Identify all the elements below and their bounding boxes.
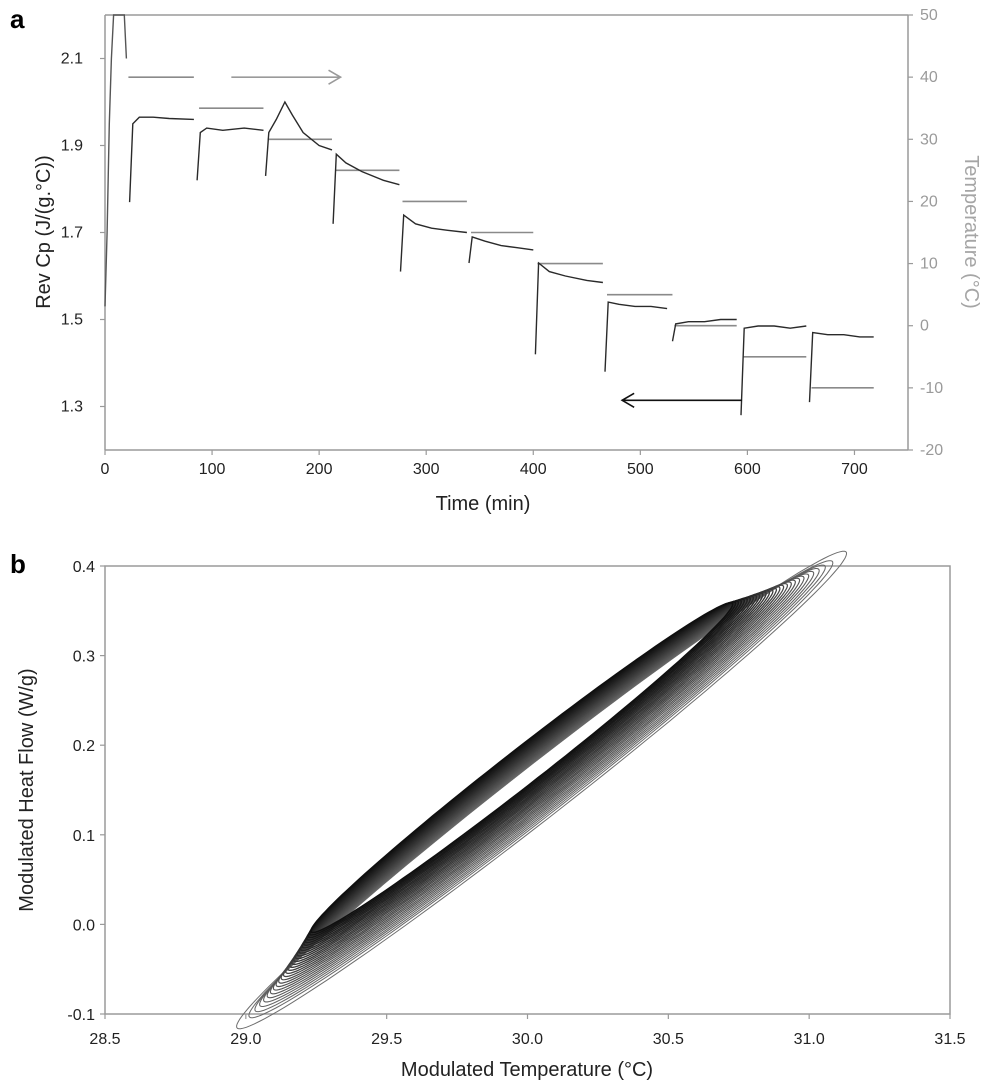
arrow-head bbox=[328, 69, 343, 85]
x-tick-label: 200 bbox=[306, 461, 333, 478]
cp-segment bbox=[264, 100, 333, 176]
panel-b-x-axis-title: Modulated Temperature (°C) bbox=[401, 1059, 653, 1081]
x-tick-label: 0 bbox=[101, 461, 110, 478]
arrow-head bbox=[620, 392, 635, 408]
panel-a-temperature-series bbox=[128, 76, 874, 389]
x-tick-label: 30.0 bbox=[512, 1031, 543, 1048]
x-tick-label: 28.5 bbox=[89, 1031, 120, 1048]
panel-letter-b: b bbox=[10, 549, 26, 579]
cp-segment bbox=[196, 127, 264, 181]
panel-a-cp-series bbox=[104, 14, 874, 416]
y-tick-label: -0.1 bbox=[67, 1007, 95, 1024]
y-tick-label: 1.3 bbox=[61, 399, 83, 416]
panel-b-ticks: 28.5 29.0 29.5 30.0 30.5 31.0 31.5 -0.1 0.0 0.1 0.… bbox=[67, 559, 965, 1048]
panel-a-ticks: 0 100 200 300 400 500 600 7001.31.51.71.92.1-20… bbox=[61, 7, 943, 478]
y-tick-label: 0.2 bbox=[73, 738, 95, 755]
panel-b-y-axis-title: Modulated Heat Flow (W/g) bbox=[16, 668, 38, 911]
y2-tick-label: 10 bbox=[920, 256, 938, 273]
x-tick-label: 400 bbox=[520, 461, 547, 478]
cp-segment bbox=[399, 213, 467, 272]
x-tick-label: 29.5 bbox=[371, 1031, 402, 1048]
cp-segment bbox=[332, 152, 400, 224]
panel-a: a 0 100 200 300 400 500 600 7001.31.51.71.92.1-… bbox=[10, 4, 982, 515]
y-tick-label: 1.5 bbox=[61, 312, 83, 329]
y-tick-label: 0.4 bbox=[73, 559, 95, 576]
y2-tick-label: 50 bbox=[920, 7, 938, 24]
y-tick-label: 2.1 bbox=[61, 51, 83, 68]
heat-flow-loop bbox=[298, 594, 758, 954]
panel-a-arrows bbox=[231, 69, 743, 408]
panel-letter-a: a bbox=[10, 4, 25, 34]
y2-tick-label: 0 bbox=[920, 318, 929, 335]
cp-segment bbox=[468, 235, 534, 264]
y2-tick-label: 20 bbox=[920, 193, 938, 210]
x-tick-label: 500 bbox=[627, 461, 654, 478]
x-tick-label: 100 bbox=[199, 461, 226, 478]
cp-segment bbox=[128, 116, 194, 203]
y-tick-label: 0.3 bbox=[73, 649, 95, 666]
y-tick-label: 1.7 bbox=[61, 225, 83, 242]
y2-tick-label: 30 bbox=[920, 131, 938, 148]
cp-segment bbox=[808, 331, 874, 403]
cp-segment bbox=[671, 318, 737, 342]
y-tick-label: 0.0 bbox=[73, 917, 95, 934]
cp-segment bbox=[740, 325, 807, 416]
heat-flow-loop bbox=[296, 593, 761, 957]
x-tick-label: 29.0 bbox=[230, 1031, 261, 1048]
y2-tick-label: -20 bbox=[920, 442, 943, 459]
panel-a-x-axis-title: Time (min) bbox=[436, 493, 531, 515]
y2-tick-label: -10 bbox=[920, 380, 943, 397]
x-tick-label: 300 bbox=[413, 461, 440, 478]
cp-initial-trace bbox=[104, 14, 128, 307]
heat-flow-loop bbox=[310, 601, 734, 934]
cp-segment bbox=[534, 261, 603, 355]
panel-a-y2-axis-title: Temperature (°C) bbox=[960, 155, 982, 309]
panel-b: b 28.5 29.0 29.5 30.0 30.5 31.0 31.5 -0.1 0.0 0.1… bbox=[10, 549, 966, 1081]
panel-a-y-axis-title: Rev Cp (J/(g.°C)) bbox=[33, 155, 55, 309]
panel-b-loop-series bbox=[236, 550, 847, 1030]
x-tick-label: 31.0 bbox=[794, 1031, 825, 1048]
x-tick-label: 30.5 bbox=[653, 1031, 684, 1048]
cp-segment bbox=[604, 301, 668, 372]
y-tick-label: 0.1 bbox=[73, 828, 95, 845]
x-tick-label: 31.5 bbox=[934, 1031, 965, 1048]
y2-tick-label: 40 bbox=[920, 69, 938, 86]
x-tick-label: 700 bbox=[841, 461, 868, 478]
x-tick-label: 600 bbox=[734, 461, 761, 478]
y-tick-label: 1.9 bbox=[61, 138, 83, 155]
